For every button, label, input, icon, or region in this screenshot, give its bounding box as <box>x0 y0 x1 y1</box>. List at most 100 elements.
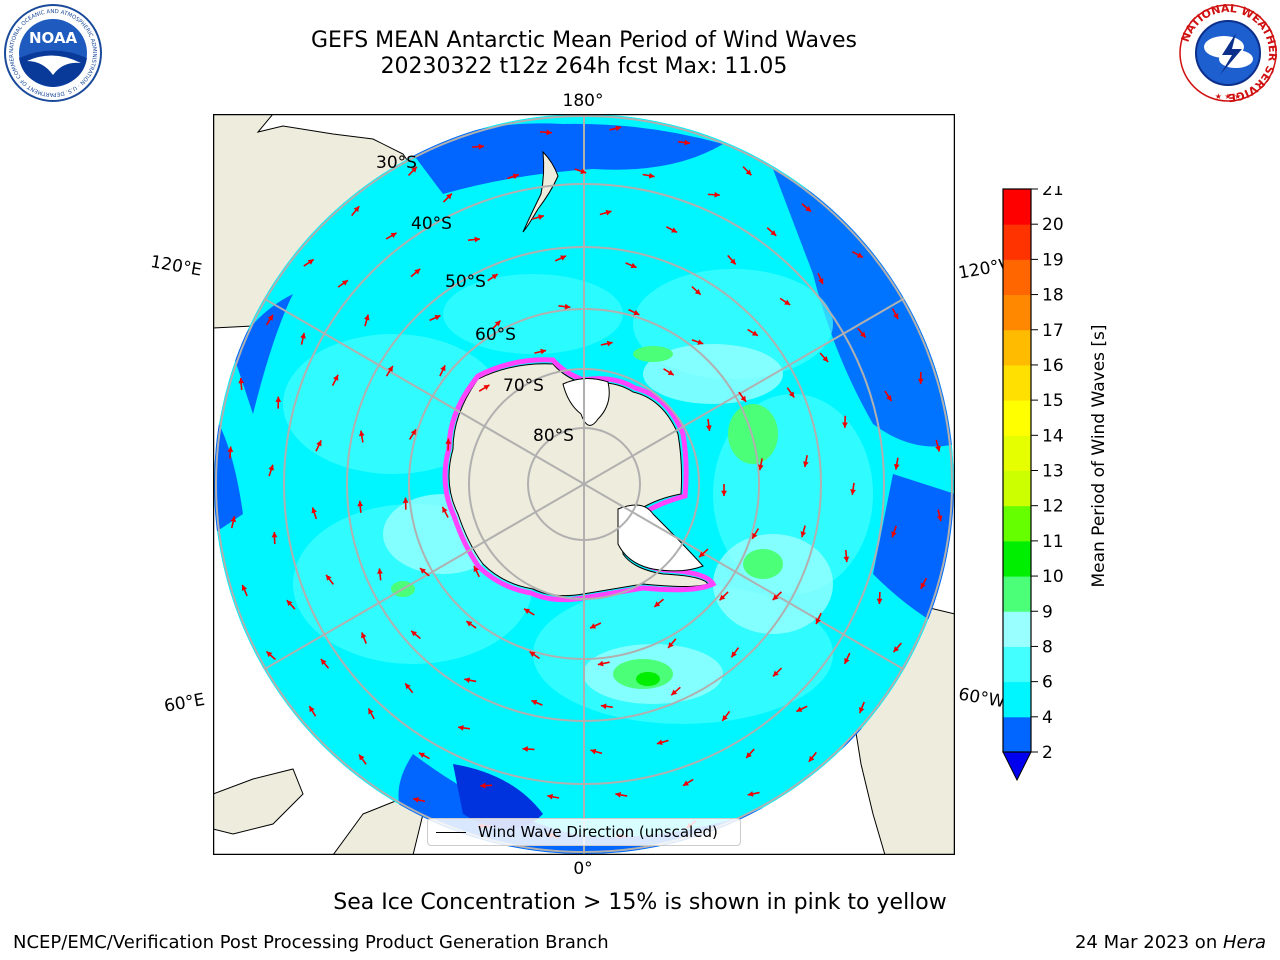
footer-machine: Hera <box>1222 932 1266 953</box>
colorbar-band <box>1003 435 1031 471</box>
wave-direction-arrow <box>467 236 481 243</box>
colorbar-band <box>1003 611 1031 647</box>
wave-direction-arrow <box>796 705 808 713</box>
colorbar-tick-label: 11 <box>1042 532 1064 552</box>
wave-direction-arrow <box>852 250 864 259</box>
ross-ice-shelf <box>562 378 610 426</box>
wave-direction-arrow <box>402 497 409 510</box>
colorbar-tick-label: 15 <box>1042 391 1064 411</box>
wave-direction-arrow <box>682 778 694 787</box>
wave-direction-arrow <box>656 739 669 746</box>
wave-direction-arrow <box>817 272 824 285</box>
colorbar-label: Mean Period of Wind Waves [s] <box>1089 324 1109 587</box>
wave-direction-arrow <box>858 701 865 714</box>
wave-direction-arrow <box>534 348 547 355</box>
wave-direction-arrow <box>418 752 430 760</box>
wave-direction-arrow <box>367 707 375 720</box>
wave-direction-arrow <box>554 255 567 262</box>
wave-direction-arrow <box>663 368 675 376</box>
wave-direction-arrow <box>265 314 274 326</box>
wave-direction-arrow <box>884 390 893 402</box>
lon-label-60e: 60°E <box>163 690 207 717</box>
wave-direction-arrow <box>227 446 234 459</box>
wave-direction-arrow <box>238 377 245 390</box>
wave-direction-arrow <box>730 647 740 658</box>
colorbar-tick-label: 10 <box>1042 567 1064 587</box>
caption: Sea Ice Concentration > 15% is shown in … <box>333 890 947 915</box>
wave-direction-arrow <box>600 703 613 710</box>
wave-direction-arrow <box>458 725 471 731</box>
colorbar-tick-label: 21 <box>1042 186 1064 200</box>
wave-direction-arrow <box>892 642 902 653</box>
wave-direction-arrow <box>351 205 360 217</box>
wave-direction-arrow <box>691 339 704 345</box>
colorbar-tick-label: 12 <box>1042 497 1064 517</box>
wave-direction-arrow <box>758 458 764 471</box>
wave-direction-arrow <box>465 620 477 629</box>
wave-direction-arrow <box>547 793 560 800</box>
wave-direction-arrow <box>507 173 519 180</box>
wave-direction-arrow <box>522 746 535 752</box>
wave-direction-arrow <box>625 262 637 269</box>
wave-direction-arrow <box>615 792 628 798</box>
wave-direction-arrow <box>698 548 709 558</box>
wave-direction-arrow <box>491 320 502 330</box>
wave-direction-arrow <box>850 482 856 495</box>
wave-direction-arrow <box>857 327 867 339</box>
wave-direction-arrow <box>407 166 418 176</box>
wave-direction-arrow <box>801 203 812 213</box>
colorbar-band <box>1003 646 1031 683</box>
colorbar-tick-label: 16 <box>1042 356 1064 376</box>
wave-direction-arrow <box>358 754 367 765</box>
wave-direction-arrow <box>745 748 755 759</box>
footer-branch: NCEP/EMC/Verification Post Processing Pr… <box>13 932 609 953</box>
wave-direction-arrow <box>653 598 665 608</box>
wave-direction-arrow <box>419 567 430 577</box>
wave-direction-arrow <box>935 439 941 452</box>
wave-direction-arrow <box>803 455 809 468</box>
svg-text:★ ★ ★: ★ ★ ★ <box>1215 92 1242 101</box>
legend-label: Wind Wave Direction (unscaled) <box>478 823 718 841</box>
wave-direction-arrow <box>413 797 426 803</box>
wave-direction-arrow <box>609 125 622 132</box>
lat-label-50s: 50°S <box>445 272 486 292</box>
weddell-ice-shelf <box>617 504 704 572</box>
wave-direction-arrow <box>727 254 737 265</box>
colorbar-bands <box>1003 189 1031 753</box>
colorbar-ticks: 2 4 6 8 9 10 11 12 13 14 15 16 17 18 19 20 21 <box>1031 186 1064 763</box>
colorbar-band <box>1003 224 1031 260</box>
wave-direction-arrow <box>721 710 731 722</box>
colorbar-band <box>1003 400 1031 436</box>
new-zealand <box>522 150 559 233</box>
wave-direction-arrow <box>891 525 897 538</box>
wave-direction-arrow <box>891 308 899 320</box>
wave-direction-arrow <box>311 507 318 520</box>
wave-direction-arrow <box>271 531 278 545</box>
wave-direction-arrow <box>590 748 603 755</box>
wave-direction-arrow <box>706 418 712 431</box>
wave-direction-arrow <box>531 699 543 706</box>
colorbar-tick-label: 18 <box>1042 286 1064 306</box>
wave-direction-arrow <box>936 509 943 522</box>
wave-direction-arrow <box>876 591 883 605</box>
wave-direction-arrow <box>361 632 367 644</box>
colorbar-tick-label: 8 <box>1042 637 1053 657</box>
wave-direction-arrow <box>442 192 453 203</box>
colorbar-tick-label: 13 <box>1042 462 1064 482</box>
wave-direction-arrow <box>464 677 477 683</box>
colorbar-tick-label: 6 <box>1042 673 1053 693</box>
wave-direction-arrow <box>445 438 452 451</box>
wave-direction-arrow <box>480 782 493 789</box>
colorbar-tick-label: 19 <box>1042 250 1064 270</box>
colorbar-band <box>1003 329 1031 366</box>
map-frame <box>213 114 955 855</box>
wave-direction-arrow <box>472 143 485 150</box>
colorbar-tick-label: 14 <box>1042 426 1064 446</box>
colorbar-tick-label: 4 <box>1042 708 1053 728</box>
colorbar-band <box>1003 576 1031 612</box>
wave-direction-arrow <box>642 172 655 179</box>
graticule <box>214 114 954 854</box>
colorbar-extend-arrow <box>1002 751 1032 782</box>
lat-label-60s: 60°S <box>475 325 516 345</box>
wave-direction-arrow <box>404 682 414 694</box>
